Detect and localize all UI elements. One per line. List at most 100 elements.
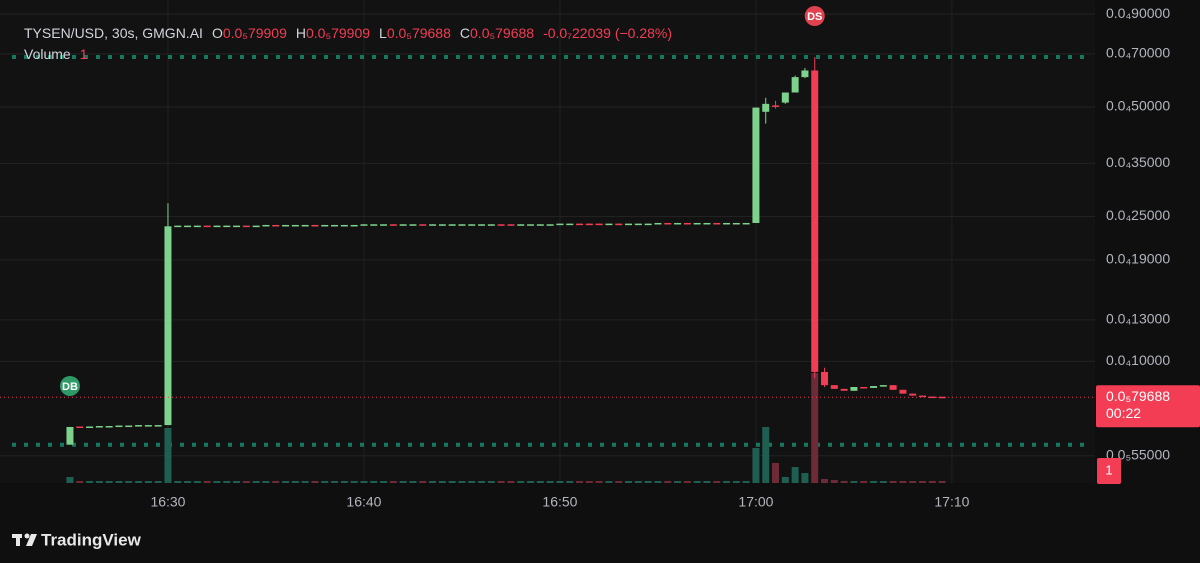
volume-bar bbox=[184, 481, 192, 483]
volume-bar bbox=[360, 481, 368, 483]
candle-body bbox=[556, 223, 564, 226]
volume-bar bbox=[654, 481, 662, 483]
volume-bar bbox=[693, 481, 701, 483]
volume-bar bbox=[507, 481, 515, 483]
x-tick-label: 16:30 bbox=[150, 494, 185, 510]
volume-bar bbox=[821, 479, 829, 483]
candle-body bbox=[144, 425, 152, 427]
candle-body bbox=[174, 225, 182, 228]
volume-bar bbox=[154, 481, 162, 483]
volume-bar bbox=[223, 481, 231, 483]
volume-bar bbox=[380, 481, 388, 483]
volume-bar bbox=[566, 481, 574, 483]
candle-body bbox=[458, 224, 466, 226]
volume-tag-label: 1 bbox=[1105, 462, 1112, 477]
candle-body bbox=[370, 224, 378, 226]
brand-name: TradingView bbox=[41, 530, 142, 549]
candle-body bbox=[752, 107, 760, 223]
candle-body bbox=[448, 224, 456, 226]
candle-body bbox=[321, 224, 329, 227]
volume-bar bbox=[203, 481, 211, 483]
volume-bar bbox=[625, 481, 633, 483]
volume-bar bbox=[742, 481, 750, 483]
volume-bar bbox=[105, 481, 113, 483]
change: -0.0₇22039 (−0.28%) bbox=[543, 25, 673, 41]
candle-body bbox=[870, 386, 878, 388]
volume-bar bbox=[478, 481, 486, 483]
volume-bar bbox=[497, 481, 505, 483]
volume-bar bbox=[683, 481, 691, 483]
symbol: TYSEN/USD, 30s, GMGN.AI bbox=[24, 25, 203, 41]
marker bbox=[59, 375, 80, 396]
volume-bar bbox=[86, 481, 94, 483]
candle-body bbox=[919, 395, 927, 398]
candle-body bbox=[507, 224, 515, 226]
volume-bar bbox=[860, 481, 868, 483]
candle-body bbox=[360, 224, 368, 226]
volume-bar bbox=[517, 481, 525, 483]
field-value: 0.0₅79688 bbox=[470, 25, 535, 41]
candle-body bbox=[625, 223, 633, 226]
volume-bar bbox=[311, 481, 319, 483]
ohlc-fields: O0.0₅79909 H0.0₅79909 L0.0₅79688 C0.0₅79688 bbox=[203, 25, 534, 41]
field-value: 0.0₅79909 bbox=[222, 25, 287, 41]
countdown: 00:22 bbox=[1106, 405, 1141, 421]
candle-body bbox=[203, 225, 211, 228]
volume-bar bbox=[772, 463, 780, 483]
candle-body bbox=[66, 426, 74, 445]
candle-body bbox=[340, 224, 348, 227]
candle-body bbox=[399, 224, 407, 226]
y-tick-label: 0.0₄90000 bbox=[1106, 5, 1170, 21]
candle-body bbox=[223, 225, 231, 228]
candle-body bbox=[262, 224, 270, 227]
volume-bar bbox=[331, 481, 339, 483]
volume-bar bbox=[811, 373, 819, 483]
volume-bar bbox=[193, 481, 201, 483]
plot-background bbox=[0, 0, 1095, 483]
y-tick-label: 0.0₄10000 bbox=[1106, 352, 1170, 368]
volume-bar bbox=[282, 481, 290, 483]
volume-bar bbox=[732, 481, 740, 483]
volume-tag bbox=[1097, 458, 1121, 484]
volume-bar bbox=[605, 481, 613, 483]
candle-body bbox=[615, 223, 623, 226]
x-tick-label: 16:50 bbox=[542, 494, 577, 510]
volume-bar bbox=[291, 481, 299, 483]
volume-label: Volume bbox=[24, 46, 71, 62]
field-value: 0.0₅79688 bbox=[386, 25, 451, 41]
candle-body bbox=[595, 223, 603, 226]
candle-body bbox=[605, 223, 613, 226]
brand-logo bbox=[12, 533, 37, 546]
x-tick-label: 17:00 bbox=[738, 494, 773, 510]
volume-bar bbox=[899, 481, 907, 483]
marker bbox=[804, 6, 825, 27]
volume-bar bbox=[762, 427, 770, 483]
volume-bar bbox=[889, 481, 897, 483]
volume-bar bbox=[76, 481, 84, 483]
volume-bar bbox=[262, 481, 270, 483]
candle-body bbox=[478, 224, 486, 226]
volume-bar bbox=[870, 481, 878, 483]
volume-bar bbox=[242, 481, 250, 483]
y-tick-label: 0.0₄35000 bbox=[1106, 154, 1170, 170]
candle-body bbox=[576, 223, 584, 226]
volume-bar bbox=[556, 481, 564, 483]
volume-bar bbox=[791, 467, 799, 483]
candle-body bbox=[438, 224, 446, 226]
candle-body bbox=[693, 222, 701, 225]
volume-bar bbox=[595, 481, 603, 483]
volume-bar bbox=[536, 481, 544, 483]
volume-bar bbox=[389, 481, 397, 483]
volume-bar bbox=[830, 480, 838, 483]
volume-bar bbox=[468, 481, 476, 483]
candle-body bbox=[566, 223, 574, 226]
volume-bar bbox=[272, 481, 280, 483]
volume-bar bbox=[840, 481, 848, 483]
volume-bar bbox=[674, 481, 682, 483]
volume-bar bbox=[164, 428, 172, 483]
candle-body bbox=[282, 224, 290, 227]
volume-bar bbox=[615, 481, 623, 483]
candle-body bbox=[272, 224, 280, 227]
candle-body bbox=[95, 426, 103, 428]
volume-bar bbox=[928, 481, 936, 483]
